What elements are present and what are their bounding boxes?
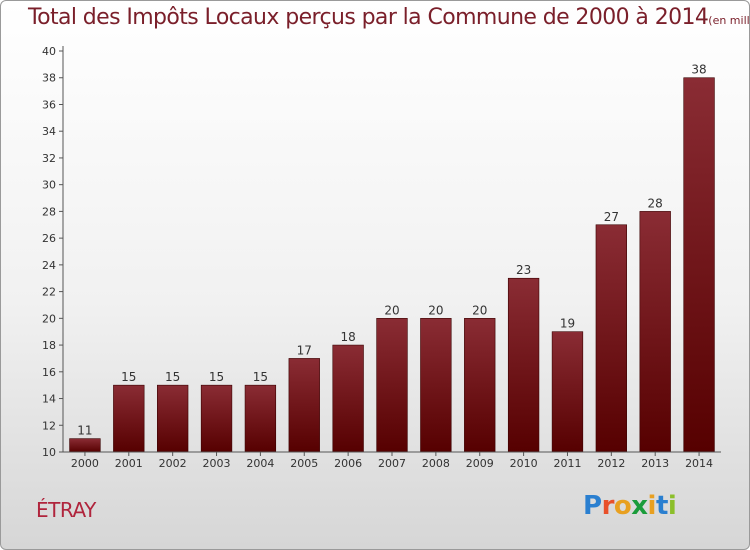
chart-title: Total des Impôts Locaux perçus par la Co… bbox=[28, 5, 750, 30]
x-tick-label: 2004 bbox=[246, 457, 274, 470]
bar-value-label: 17 bbox=[297, 343, 312, 357]
x-tick-label: 2014 bbox=[685, 457, 713, 470]
bar-value-label: 18 bbox=[340, 330, 355, 344]
bar bbox=[244, 384, 277, 453]
y-tick-label: 22 bbox=[42, 286, 56, 299]
bar bbox=[507, 277, 540, 453]
x-tick-label: 2010 bbox=[510, 457, 538, 470]
y-tick-label: 12 bbox=[42, 419, 56, 432]
bar-value-label: 15 bbox=[253, 370, 268, 384]
y-tick-label: 28 bbox=[42, 205, 56, 218]
x-tick-label: 2012 bbox=[597, 457, 625, 470]
y-tick-label: 18 bbox=[42, 339, 56, 352]
x-tick-label: 2007 bbox=[378, 457, 406, 470]
y-tick-label: 40 bbox=[42, 45, 56, 58]
bar-value-label: 15 bbox=[121, 370, 136, 384]
bar-value-label: 11 bbox=[77, 424, 92, 438]
x-tick-label: 2000 bbox=[71, 457, 99, 470]
bar bbox=[595, 224, 627, 453]
bar bbox=[200, 384, 233, 453]
bar-value-label: 15 bbox=[209, 370, 224, 384]
bar-value-label: 19 bbox=[560, 317, 575, 331]
bar bbox=[376, 318, 408, 453]
y-tick-label: 36 bbox=[42, 98, 56, 111]
x-tick-label: 2009 bbox=[466, 457, 494, 470]
y-tick-label: 30 bbox=[42, 179, 56, 192]
y-tick-label: 34 bbox=[42, 125, 56, 138]
logo-letter: i bbox=[667, 491, 677, 521]
bar-value-label: 20 bbox=[472, 303, 487, 317]
bar bbox=[332, 344, 364, 453]
bar-value-label: 28 bbox=[648, 196, 663, 210]
bar bbox=[69, 438, 101, 453]
y-tick-label: 38 bbox=[42, 72, 56, 85]
logo-letter: i bbox=[647, 491, 657, 521]
commune-name: ÉTRAY bbox=[36, 498, 96, 522]
bar-value-label: 20 bbox=[428, 303, 443, 317]
bar bbox=[113, 384, 145, 453]
bar bbox=[464, 318, 496, 453]
bar bbox=[683, 77, 715, 453]
bar bbox=[420, 318, 452, 453]
x-tick-label: 2013 bbox=[641, 457, 669, 470]
bar bbox=[551, 331, 584, 453]
bar-value-label: 23 bbox=[516, 263, 531, 277]
logo-letter: P bbox=[583, 491, 602, 521]
logo-letter: r bbox=[601, 491, 615, 521]
x-tick-label: 2008 bbox=[422, 457, 450, 470]
bar bbox=[288, 358, 320, 453]
x-tick-label: 2002 bbox=[159, 457, 187, 470]
bar-value-label: 38 bbox=[691, 63, 706, 77]
bar bbox=[639, 211, 671, 453]
chart-title-unit: (en milliers d'€) bbox=[708, 14, 750, 27]
y-tick-label: 20 bbox=[42, 312, 56, 325]
x-tick-label: 2001 bbox=[115, 457, 143, 470]
bar-value-label: 15 bbox=[165, 370, 180, 384]
logo-letter: t bbox=[655, 491, 668, 521]
logo-letter: x bbox=[631, 491, 648, 521]
y-tick-label: 24 bbox=[42, 259, 56, 272]
x-tick-label: 2006 bbox=[334, 457, 362, 470]
x-tick-label: 2011 bbox=[553, 457, 581, 470]
x-tick-label: 2005 bbox=[290, 457, 318, 470]
y-tick-label: 16 bbox=[42, 366, 56, 379]
x-tick-label: 2003 bbox=[203, 457, 231, 470]
bar-value-label: 27 bbox=[604, 210, 619, 224]
proxiti-logo[interactable]: Proxiti bbox=[583, 491, 677, 521]
x-axis: 2000 2001 2002 2003 2004 2005 2006 2007 2008 2009… bbox=[63, 451, 721, 470]
bar bbox=[157, 384, 189, 453]
y-tick-label: 32 bbox=[42, 152, 56, 165]
y-tick-label: 10 bbox=[42, 446, 56, 459]
y-tick-label: 26 bbox=[42, 232, 56, 245]
bars: 11 15 15 15 15 17 18 20 20 20 23 19 27 28 38 bbox=[69, 63, 715, 453]
y-tick-label: 14 bbox=[42, 393, 56, 406]
logo-letter: o bbox=[613, 491, 632, 521]
y-axis: 10 12 14 16 18 20 22 24 26 28 30 32 34 36 38 40 bbox=[42, 45, 64, 459]
bar-value-label: 20 bbox=[384, 303, 399, 317]
chart-title-text: Total des Impôts Locaux perçus par la Co… bbox=[28, 5, 709, 30]
